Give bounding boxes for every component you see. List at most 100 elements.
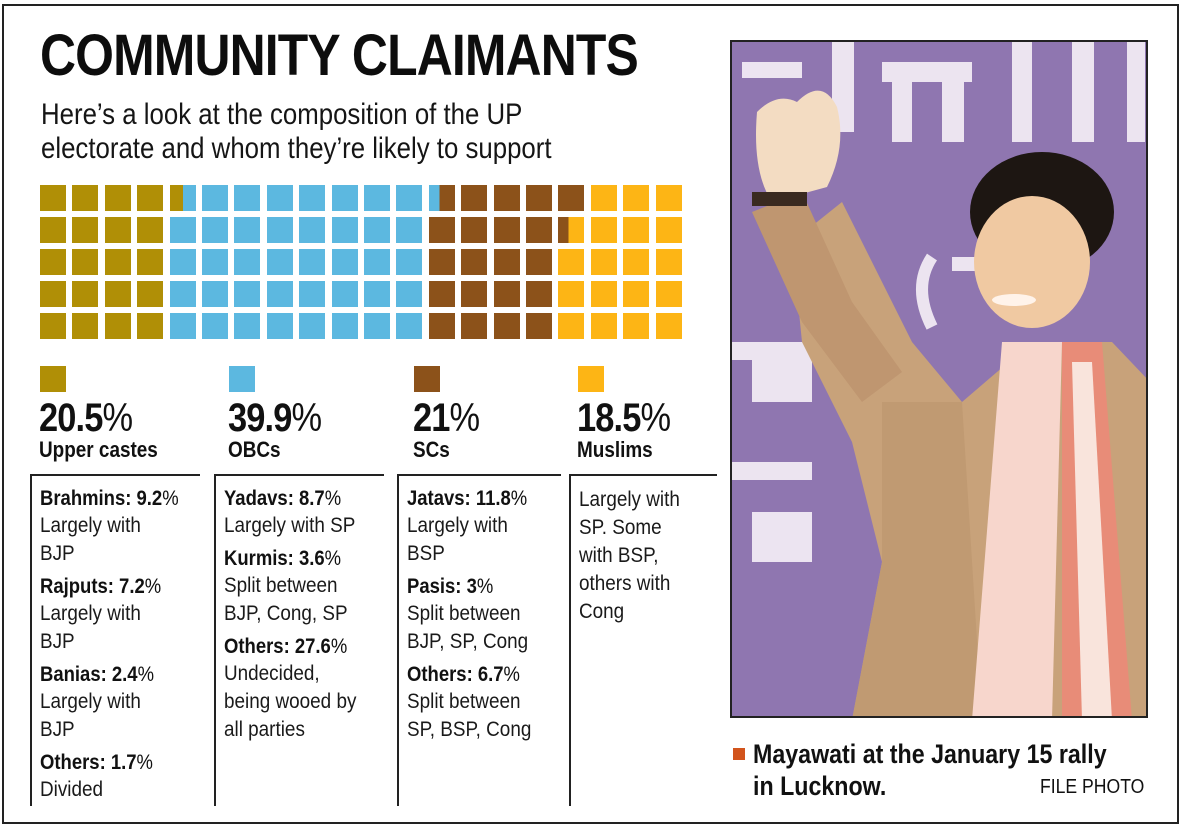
waffle-cell — [40, 185, 66, 211]
waffle-cell — [396, 313, 423, 339]
waffle-cell — [461, 249, 488, 275]
category-label: Muslims — [577, 437, 653, 462]
waffle-cell — [623, 217, 650, 243]
waffle-cell — [202, 281, 228, 307]
waffle-cell — [428, 313, 455, 339]
breakdown-obcs: Yadavs: 8.7% Largely with SP Kurmis: 3.6… — [214, 474, 384, 806]
percent-value: 18.5% — [577, 396, 671, 440]
waffle-cell — [72, 217, 99, 243]
category-label: Upper castes — [39, 437, 158, 462]
percent-value: 39.9% — [228, 396, 322, 440]
subtitle: Here’s a look at the composition of the … — [41, 98, 552, 166]
breakdown-entry: Brahmins: 9.2% Largely with BJP — [40, 487, 179, 565]
waffle-cell — [526, 217, 552, 243]
waffle-cell — [72, 281, 99, 307]
waffle-cell — [40, 249, 66, 275]
waffle-cell — [655, 217, 682, 243]
graphic-frame — [2, 4, 1179, 824]
waffle-cell — [169, 185, 196, 211]
waffle-cell — [234, 185, 261, 211]
waffle-cell — [364, 281, 390, 307]
breakdown-entry: Kurmis: 3.6% Split between BJP, Cong, SP — [224, 547, 348, 625]
waffle-cell — [493, 249, 520, 275]
waffle-cell — [234, 249, 261, 275]
waffle-chart — [40, 185, 685, 345]
breakdown-entry: Pasis: 3% Split between BJP, SP, Cong — [407, 575, 529, 653]
waffle-cell — [331, 249, 358, 275]
waffle-cell — [461, 217, 488, 243]
waffle-cell — [590, 281, 617, 307]
photo-credit: FILE PHOTO — [1040, 776, 1145, 798]
waffle-cell — [526, 185, 552, 211]
waffle-cell — [558, 185, 585, 211]
waffle-cell — [104, 249, 131, 275]
waffle-cell — [169, 217, 196, 243]
waffle-cell — [396, 281, 423, 307]
waffle-cell — [299, 313, 326, 339]
waffle-cell — [299, 249, 326, 275]
waffle-cell — [137, 313, 164, 339]
waffle-cell — [331, 313, 358, 339]
waffle-cell — [331, 281, 358, 307]
waffle-cell — [364, 249, 390, 275]
waffle-cell — [655, 185, 682, 211]
waffle-cell — [590, 313, 617, 339]
percent-value: 21% — [413, 396, 480, 440]
waffle-cell — [266, 313, 293, 339]
page-title: COMMUNITY CLAIMANTS — [40, 23, 639, 88]
legend-scs: 21% SCs — [413, 366, 490, 462]
breakdown-entry: Yadavs: 8.7% Largely with SP — [224, 487, 356, 537]
waffle-cell — [493, 281, 520, 307]
legend-obcs: 39.9% OBCs — [228, 366, 336, 462]
waffle-cell — [364, 217, 390, 243]
waffle-cell — [493, 185, 520, 211]
waffle-cell — [461, 281, 488, 307]
waffle-cell — [526, 249, 552, 275]
waffle-cell — [137, 249, 164, 275]
waffle-cell — [104, 281, 131, 307]
waffle-cell — [331, 217, 358, 243]
photo-mayawati — [730, 40, 1148, 718]
waffle-cell — [428, 249, 455, 275]
waffle-cell — [169, 249, 196, 275]
breakdown-entry: Jatavs: 11.8% Largely with BSP — [407, 487, 528, 565]
waffle-cell — [40, 217, 66, 243]
waffle-cell — [623, 249, 650, 275]
waffle-cell — [558, 217, 585, 243]
category-label: SCs — [413, 437, 450, 462]
waffle-cell — [266, 249, 293, 275]
waffle-cell — [137, 217, 164, 243]
waffle-cell — [364, 185, 390, 211]
waffle-cell — [623, 281, 650, 307]
caption-bullet-icon — [733, 748, 745, 760]
waffle-cell — [396, 217, 423, 243]
waffle-cell — [558, 281, 585, 307]
waffle-cell — [493, 217, 520, 243]
waffle-cell — [428, 185, 455, 211]
waffle-cell — [623, 185, 650, 211]
breakdown-entry: Others: 6.7% Split between SP, BSP, Cong — [407, 663, 532, 741]
breakdown-muslims: Largely with SP. Some with BSP, others w… — [569, 474, 717, 806]
breakdown-upper-castes: Brahmins: 9.2% Largely with BJP Rajputs:… — [30, 474, 200, 806]
legend-upper-castes: 20.5% Upper castes — [39, 366, 177, 462]
waffle-cell — [40, 281, 66, 307]
percent-value: 20.5% — [39, 396, 133, 440]
waffle-cell — [428, 217, 455, 243]
waffle-cell — [558, 249, 585, 275]
waffle-cell — [299, 281, 326, 307]
waffle-cell — [137, 281, 164, 307]
caption-text: Mayawati at the January 15 rally in Luck… — [753, 739, 1107, 801]
legend-swatch — [578, 366, 604, 392]
waffle-cell — [461, 313, 488, 339]
waffle-cell — [72, 185, 99, 211]
waffle-cell — [202, 185, 228, 211]
waffle-cell — [266, 185, 293, 211]
waffle-cell — [234, 313, 261, 339]
waffle-cell — [299, 217, 326, 243]
legend-muslims: 18.5% Muslims — [577, 366, 685, 462]
legend-swatch — [414, 366, 440, 392]
waffle-cell — [364, 313, 390, 339]
waffle-cell — [655, 281, 682, 307]
waffle-cell — [234, 217, 261, 243]
breakdown-entry: Banias: 2.4% Largely with BJP — [40, 663, 155, 741]
